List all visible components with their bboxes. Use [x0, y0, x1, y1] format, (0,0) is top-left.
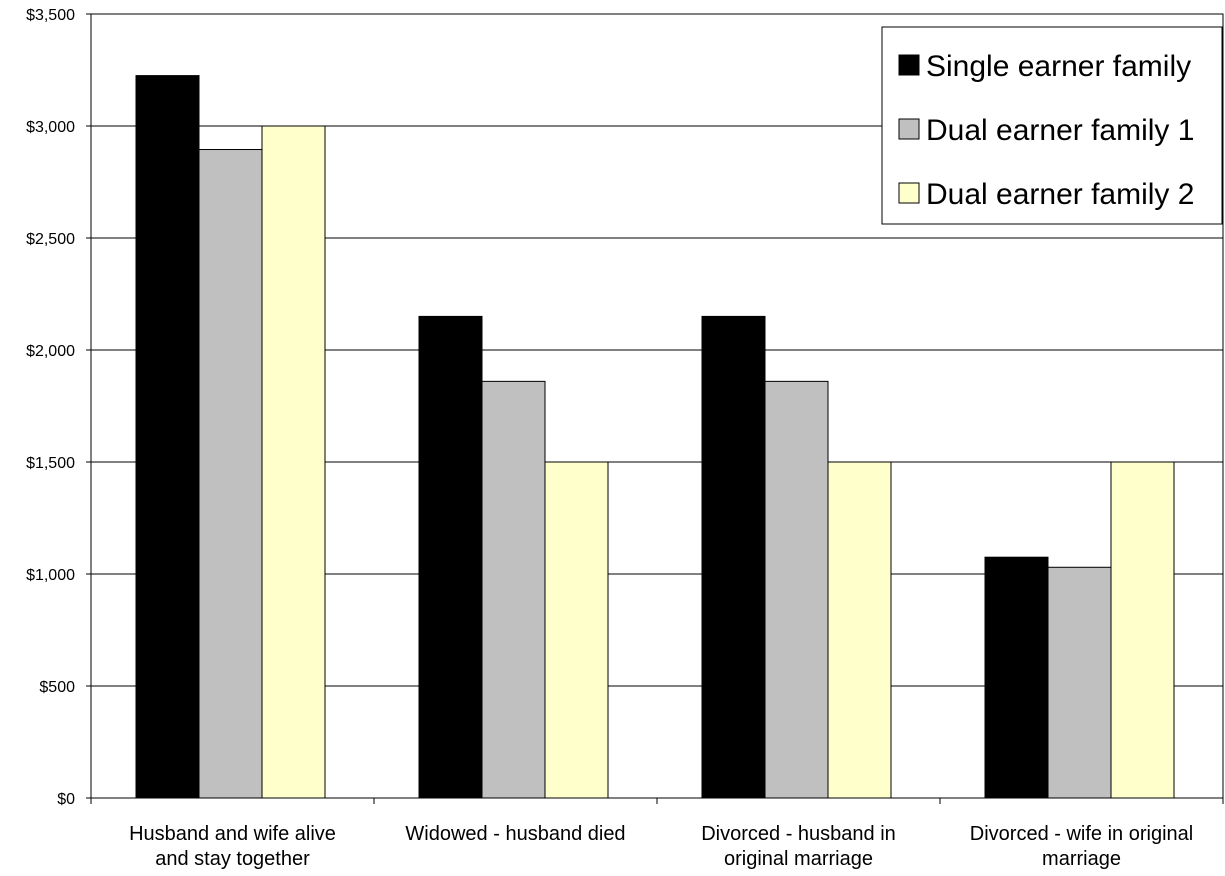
y-tick-label: $3,000 — [26, 119, 75, 136]
y-axis: $0 $500 $1,000 $1,500 $2,000 $2,500 $3,000 $3,5… — [26, 7, 91, 808]
bar — [482, 381, 545, 798]
bar — [545, 462, 608, 798]
legend-label: Single earner family — [926, 50, 1191, 83]
bar — [985, 557, 1048, 798]
y-tick-label: $0 — [57, 791, 75, 808]
bar — [1111, 462, 1174, 798]
legend-swatch — [899, 183, 919, 203]
bar — [765, 381, 828, 798]
x-category-label: original marriage — [724, 848, 873, 870]
x-category-label: Husband and wife alive — [129, 823, 336, 845]
bar — [136, 76, 199, 798]
x-axis: Husband and wife alive and stay together W… — [91, 798, 1223, 870]
bar — [419, 316, 482, 798]
y-tick-label: $500 — [39, 679, 75, 696]
legend-swatch — [899, 55, 919, 75]
y-tick-label: $1,500 — [26, 455, 75, 472]
y-tick-label: $1,000 — [26, 567, 75, 584]
y-tick-label: $3,500 — [26, 7, 75, 24]
bar — [828, 462, 891, 798]
legend-swatch — [899, 119, 919, 139]
legend-label: Dual earner family 2 — [926, 178, 1194, 211]
x-category-label: marriage — [1042, 848, 1121, 870]
bar — [1048, 567, 1111, 798]
legend: Single earner family Dual earner family 1… — [882, 27, 1222, 224]
x-category-label: Divorced - husband in — [701, 823, 896, 845]
bar — [262, 126, 325, 798]
x-category-label: and stay together — [155, 848, 310, 870]
legend-label: Dual earner family 1 — [926, 114, 1194, 147]
x-category-label: Widowed - husband died — [405, 823, 625, 845]
y-tick-label: $2,500 — [26, 231, 75, 248]
y-tick-label: $2,000 — [26, 343, 75, 360]
bar — [702, 316, 765, 798]
bar — [199, 150, 262, 798]
x-category-label: Divorced - wife in original — [970, 823, 1193, 845]
